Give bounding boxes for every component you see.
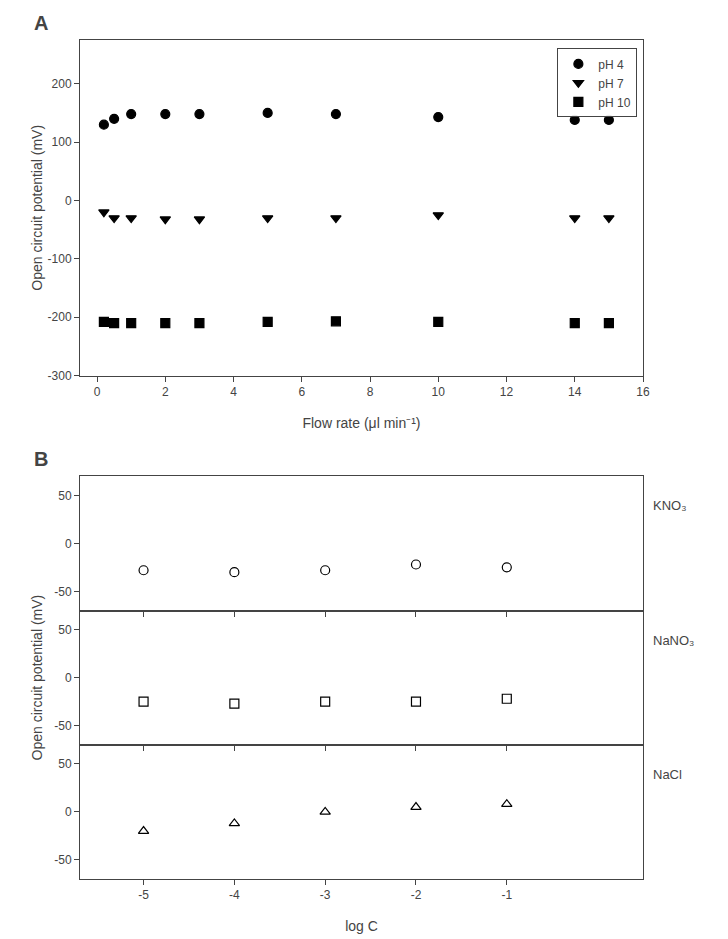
svg-text:-1: -1 xyxy=(501,888,512,902)
svg-text:12: 12 xyxy=(500,385,514,399)
svg-text:2: 2 xyxy=(162,385,169,399)
svg-text:0: 0 xyxy=(65,805,72,819)
svg-text:16: 16 xyxy=(636,385,650,399)
svg-text:14: 14 xyxy=(568,385,582,399)
svg-text:10: 10 xyxy=(432,385,446,399)
svg-text:200: 200 xyxy=(52,77,72,91)
svg-text:4: 4 xyxy=(230,385,237,399)
svg-text:100: 100 xyxy=(52,135,72,149)
svg-text:log C: log C xyxy=(345,918,378,934)
svg-text:0: 0 xyxy=(65,537,72,551)
svg-text:Flow rate (μl min⁻¹): Flow rate (μl min⁻¹) xyxy=(302,415,420,431)
svg-text:0: 0 xyxy=(65,194,72,208)
svg-text:0: 0 xyxy=(65,671,72,685)
svg-text:NaCl: NaCl xyxy=(653,767,682,782)
svg-text:50: 50 xyxy=(58,489,72,503)
svg-text:-300: -300 xyxy=(48,369,72,383)
svg-text:-5: -5 xyxy=(138,888,149,902)
svg-text:0: 0 xyxy=(94,385,101,399)
svg-text:B: B xyxy=(34,448,48,470)
svg-text:-4: -4 xyxy=(229,888,240,902)
svg-text:8: 8 xyxy=(367,385,374,399)
svg-text:-200: -200 xyxy=(48,310,72,324)
svg-text:50: 50 xyxy=(58,623,72,637)
svg-text:pH 7: pH 7 xyxy=(598,77,624,91)
svg-text:-50: -50 xyxy=(54,585,72,599)
svg-text:A: A xyxy=(34,12,48,34)
svg-text:pH 4: pH 4 xyxy=(598,58,624,72)
svg-text:-50: -50 xyxy=(54,719,72,733)
svg-text:pH 10: pH 10 xyxy=(598,96,630,110)
svg-text:-50: -50 xyxy=(54,853,72,867)
svg-text:6: 6 xyxy=(298,385,305,399)
svg-text:-2: -2 xyxy=(411,888,422,902)
svg-text:KNO₃: KNO₃ xyxy=(653,498,686,513)
svg-text:NaNO₃: NaNO₃ xyxy=(653,633,694,648)
svg-text:Open circuit potential (mV): Open circuit potential (mV) xyxy=(29,595,45,761)
svg-text:-3: -3 xyxy=(320,888,331,902)
svg-text:-100: -100 xyxy=(48,252,72,266)
svg-text:50: 50 xyxy=(58,757,72,771)
svg-text:Open circuit potential (mV): Open circuit potential (mV) xyxy=(29,125,45,291)
